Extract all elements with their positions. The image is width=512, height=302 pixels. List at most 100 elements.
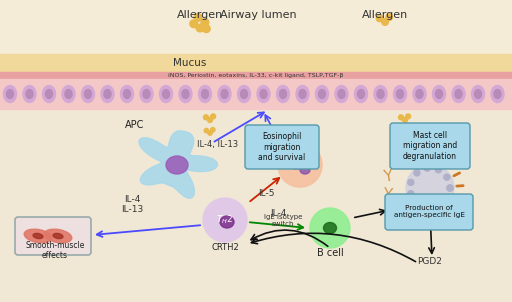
Ellipse shape (436, 89, 442, 98)
Text: APC: APC (125, 120, 145, 130)
Ellipse shape (84, 89, 92, 98)
Ellipse shape (472, 85, 484, 102)
Bar (0, 72, 512, 79)
Text: IL-4: IL-4 (270, 209, 286, 218)
Circle shape (201, 18, 209, 26)
Ellipse shape (81, 85, 95, 102)
Circle shape (204, 128, 208, 133)
Circle shape (278, 143, 322, 187)
Polygon shape (139, 131, 218, 198)
Text: Eosinophil
migration
and survival: Eosinophil migration and survival (259, 132, 306, 162)
Circle shape (394, 128, 399, 133)
Circle shape (406, 164, 454, 212)
Text: Smooth-muscle
effects: Smooth-muscle effects (25, 241, 84, 260)
Ellipse shape (377, 89, 384, 98)
Bar (0, 79, 512, 109)
Text: Allergen: Allergen (177, 10, 223, 20)
Ellipse shape (280, 89, 287, 98)
Circle shape (435, 203, 441, 209)
Ellipse shape (335, 85, 348, 102)
Circle shape (424, 165, 430, 171)
Ellipse shape (318, 89, 326, 98)
Ellipse shape (315, 85, 329, 102)
Text: Y: Y (382, 187, 393, 203)
Ellipse shape (354, 85, 368, 102)
Ellipse shape (357, 89, 365, 98)
Ellipse shape (101, 85, 114, 102)
FancyBboxPatch shape (245, 125, 319, 169)
Bar (0, 109, 512, 302)
Circle shape (444, 174, 450, 180)
Circle shape (382, 19, 388, 25)
Ellipse shape (455, 89, 462, 98)
Ellipse shape (494, 89, 501, 98)
Text: Mucus: Mucus (174, 58, 207, 68)
Ellipse shape (182, 89, 189, 98)
Ellipse shape (160, 85, 173, 102)
Circle shape (376, 15, 383, 22)
Ellipse shape (394, 85, 407, 102)
Ellipse shape (299, 89, 306, 98)
Text: B cell: B cell (316, 248, 344, 258)
Circle shape (402, 117, 408, 123)
Ellipse shape (260, 89, 267, 98)
Ellipse shape (257, 85, 270, 102)
Ellipse shape (7, 89, 13, 98)
FancyBboxPatch shape (15, 217, 91, 255)
Circle shape (398, 115, 403, 120)
Ellipse shape (26, 89, 33, 98)
Ellipse shape (413, 85, 426, 102)
Ellipse shape (300, 166, 310, 174)
Ellipse shape (221, 89, 228, 98)
Ellipse shape (65, 89, 72, 98)
Circle shape (424, 205, 430, 211)
Ellipse shape (46, 89, 53, 98)
Text: IgE isotype
switch: IgE isotype switch (264, 214, 302, 227)
Ellipse shape (123, 89, 131, 98)
Ellipse shape (140, 85, 153, 102)
Circle shape (194, 14, 202, 21)
Circle shape (208, 131, 212, 135)
Circle shape (203, 115, 208, 120)
Ellipse shape (62, 85, 75, 102)
Ellipse shape (288, 157, 304, 169)
Text: Y: Y (382, 169, 394, 185)
Ellipse shape (296, 85, 309, 102)
Text: IL-4
IL-13: IL-4 IL-13 (121, 194, 143, 214)
Ellipse shape (238, 85, 250, 102)
Ellipse shape (433, 85, 445, 102)
Circle shape (310, 208, 350, 248)
Ellipse shape (42, 85, 55, 102)
FancyBboxPatch shape (390, 123, 470, 169)
Ellipse shape (338, 89, 345, 98)
Ellipse shape (220, 216, 234, 228)
Text: CRTH2: CRTH2 (211, 243, 239, 252)
Ellipse shape (44, 229, 72, 243)
Ellipse shape (33, 233, 43, 239)
Circle shape (210, 128, 215, 132)
Ellipse shape (24, 229, 52, 243)
Ellipse shape (166, 156, 188, 174)
Circle shape (210, 114, 216, 119)
Bar (0, 54, 512, 72)
Ellipse shape (396, 89, 403, 98)
Circle shape (406, 114, 411, 119)
Ellipse shape (23, 85, 36, 102)
Ellipse shape (179, 85, 192, 102)
Text: IL-5: IL-5 (258, 189, 274, 198)
Text: Production of
antigen-specific IgE: Production of antigen-specific IgE (394, 205, 464, 219)
Circle shape (414, 200, 420, 206)
Ellipse shape (143, 89, 150, 98)
Text: iNOS, Periostin, eotaxins, IL-33, c-kit ligand, TSLP,TGF-β: iNOS, Periostin, eotaxins, IL-33, c-kit … (168, 73, 344, 79)
Text: IL-4, IL-13: IL-4, IL-13 (198, 140, 239, 149)
Ellipse shape (416, 89, 423, 98)
Ellipse shape (374, 85, 387, 102)
Ellipse shape (199, 85, 211, 102)
Text: PGD2: PGD2 (418, 257, 442, 266)
Circle shape (398, 131, 402, 135)
Circle shape (203, 198, 247, 242)
Circle shape (408, 191, 414, 197)
Ellipse shape (491, 85, 504, 102)
Ellipse shape (162, 89, 169, 98)
Circle shape (414, 170, 420, 176)
